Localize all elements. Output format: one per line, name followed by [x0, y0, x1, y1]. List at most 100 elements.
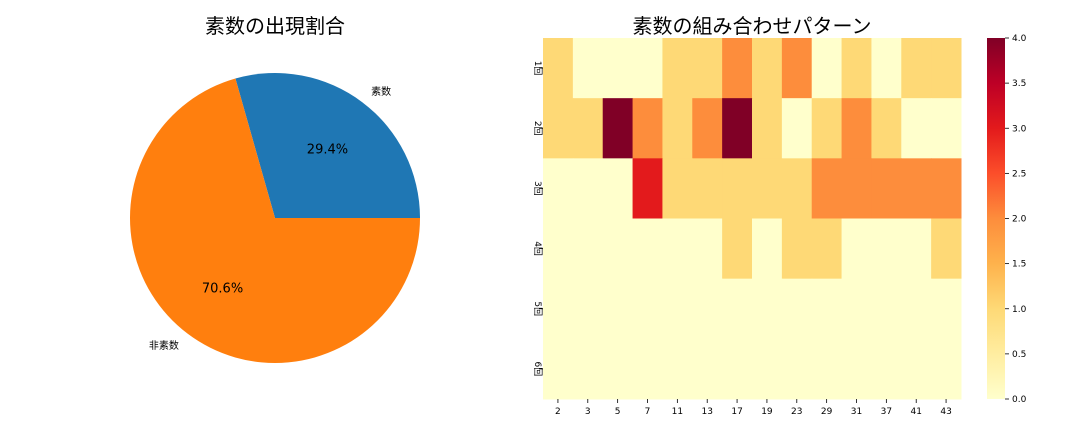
heatmap-cell — [752, 158, 783, 219]
heatmap-cell — [811, 338, 843, 400]
pie-slice — [235, 73, 420, 218]
heatmap-title: 素数の組み合わせパターン — [632, 14, 872, 38]
y-tick-label: 6回 — [532, 362, 543, 377]
y-tick-label: 1回 — [532, 61, 543, 76]
colorbar-tick-label: 1.0 — [1012, 305, 1027, 315]
colorbar-tick-label: 4.0 — [1012, 34, 1027, 44]
heatmap-cell — [901, 338, 932, 400]
colorbar-tick-label: 0.0 — [1012, 395, 1027, 405]
heatmap-cell — [572, 158, 604, 219]
heatmap-cell — [901, 278, 932, 340]
x-tick-label: 29 — [821, 407, 833, 417]
heatmap-cell — [543, 158, 574, 219]
heatmap-cell — [572, 98, 604, 159]
colorbar-tick-label: 2.5 — [1012, 169, 1026, 179]
heatmap-cell — [841, 38, 872, 99]
heatmap-cell — [662, 158, 693, 219]
heatmap-cell — [901, 98, 932, 159]
heatmap-cell — [632, 218, 663, 280]
colorbar — [987, 38, 1005, 399]
heatmap-cell — [931, 278, 962, 340]
heatmap-cell — [841, 98, 872, 159]
x-tick-label: 19 — [761, 407, 773, 417]
heatmap-cell — [901, 38, 932, 99]
heatmap-cell — [931, 158, 962, 219]
colorbar-tick-label: 0.5 — [1012, 350, 1026, 360]
x-tick-label: 31 — [851, 407, 862, 417]
heatmap-cell — [871, 98, 902, 159]
heatmap-cell — [781, 98, 813, 159]
heatmap-cell — [632, 338, 663, 400]
heatmap-cell — [543, 278, 574, 340]
heatmap-cell — [931, 218, 962, 280]
x-tick-label: 7 — [645, 407, 651, 417]
heatmap-cell — [572, 218, 604, 280]
y-tick-label: 2回 — [532, 121, 543, 136]
heatmap-cell — [662, 38, 693, 99]
heatmap-cell — [871, 278, 902, 340]
heatmap-cell — [931, 38, 962, 99]
x-tick-label: 41 — [910, 407, 921, 417]
heatmap-cell — [662, 338, 693, 400]
heatmap-cell — [811, 218, 843, 280]
heatmap-cell — [602, 338, 634, 400]
x-tick-label: 11 — [672, 407, 683, 417]
pie-slice — [129, 78, 420, 364]
heatmap-cell — [632, 98, 663, 159]
heatmap-cell — [692, 338, 723, 400]
heatmap-cell — [543, 38, 574, 99]
colorbar-tick-label: 3.0 — [1012, 124, 1027, 134]
heatmap-cell — [752, 98, 783, 159]
heatmap-cell — [692, 158, 723, 219]
heatmap-cell — [871, 38, 902, 99]
heatmap-cell — [632, 158, 663, 219]
heatmap-cell — [781, 338, 813, 400]
heatmap-cell — [901, 158, 932, 219]
heatmap-cell — [901, 218, 932, 280]
heatmap-cell — [781, 278, 813, 340]
colorbar-tick-label: 1.5 — [1012, 260, 1026, 270]
heatmap-cell — [602, 278, 634, 340]
heatmap-cell — [841, 158, 872, 219]
heatmap-cell — [871, 218, 902, 280]
heatmap-cell — [662, 278, 693, 340]
heatmap-cell — [781, 218, 813, 280]
x-tick-label: 23 — [791, 407, 802, 417]
heatmap-cell — [752, 338, 783, 400]
heatmap-cell — [692, 218, 723, 280]
heatmap-cell — [572, 338, 604, 400]
x-tick-label: 5 — [615, 407, 621, 417]
heatmap-cell — [602, 158, 634, 219]
heatmap-cell — [722, 38, 753, 99]
colorbar-tick-label: 2.0 — [1012, 215, 1027, 225]
heatmap-cell — [871, 158, 902, 219]
pie-slice-label: 素数 — [371, 85, 391, 98]
heatmap-cell — [752, 38, 783, 99]
heatmap-cell — [692, 98, 723, 159]
heatmap-cell — [811, 98, 843, 159]
heatmap-cell — [722, 158, 753, 219]
y-tick-label: 4回 — [532, 241, 543, 256]
x-tick-label: 17 — [731, 407, 742, 417]
x-tick-label: 13 — [701, 407, 712, 417]
heatmap-cell — [572, 38, 604, 99]
heatmap-cell — [662, 98, 693, 159]
heatmap-cell — [931, 98, 962, 159]
pie-percent-label: 70.6% — [202, 281, 243, 296]
pie-percent-label: 29.4% — [307, 143, 348, 158]
heatmap-cell — [811, 158, 843, 219]
heatmap-cell — [781, 38, 813, 99]
heatmap-cell — [722, 218, 753, 280]
heatmap-cell — [811, 38, 843, 99]
heatmap-cell — [841, 338, 872, 400]
heatmap-cell — [722, 338, 753, 400]
heatmap-cell — [781, 158, 813, 219]
heatmap-cell — [752, 218, 783, 280]
x-tick-label: 3 — [585, 407, 591, 417]
heatmap-cell — [632, 278, 663, 340]
heatmap-cell — [841, 218, 872, 280]
heatmap-cell — [602, 38, 634, 99]
heatmap-cell — [632, 38, 663, 99]
heatmap-cell — [811, 278, 843, 340]
y-tick-label: 5回 — [532, 301, 543, 316]
